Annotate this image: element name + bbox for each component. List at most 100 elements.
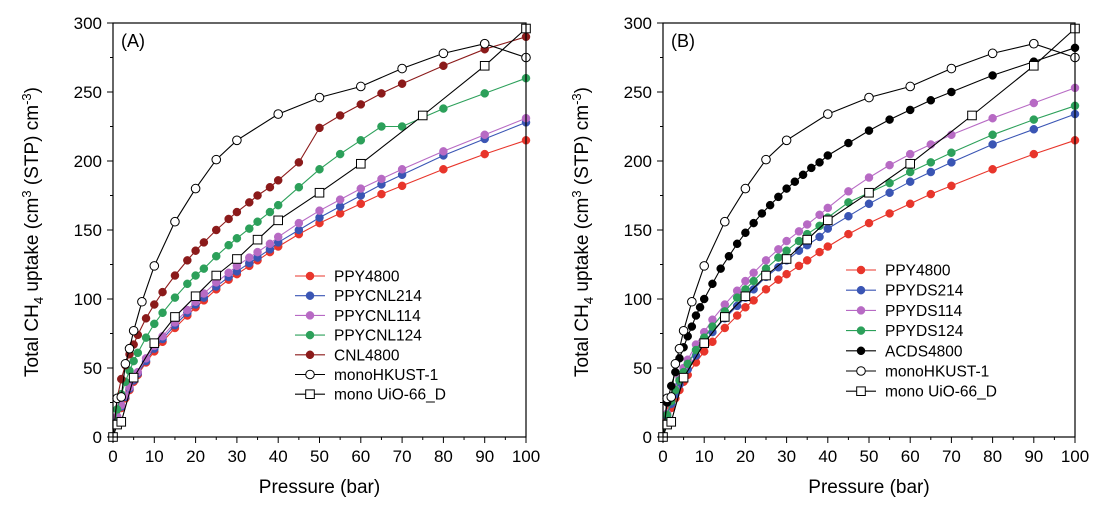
y-axis-label-superscript: -3 xyxy=(19,93,34,105)
data-point-ppyds214 xyxy=(947,158,956,167)
data-point-ppycnl124 xyxy=(183,279,192,289)
data-point-ppyds114 xyxy=(782,236,791,246)
data-point-acds4800 xyxy=(691,311,701,320)
series-ppycnl124 xyxy=(108,73,531,442)
data-point-ppyds214 xyxy=(905,177,915,186)
legend-item-monohkust-1: monoHKUST-1 xyxy=(846,364,989,381)
data-point-ppyds114 xyxy=(761,256,771,265)
data-point-acds4800 xyxy=(774,192,783,202)
y-tick-label: 50 xyxy=(83,359,102,378)
data-point-cnl4800 xyxy=(245,198,254,207)
legend-label: PPY4800 xyxy=(334,269,400,286)
series-ppy4800 xyxy=(658,136,1080,442)
data-point-monohkust-1 xyxy=(232,135,242,146)
series-mono-uio-66-d xyxy=(658,23,1080,442)
data-point-ppycnl124 xyxy=(315,165,324,174)
data-point-acds4800 xyxy=(807,163,816,173)
data-point-cnl4800 xyxy=(199,238,209,247)
data-point-ppycnl114 xyxy=(253,247,262,257)
data-point-ppycnl124 xyxy=(191,271,200,280)
series-mono-uio-66-d xyxy=(108,23,531,442)
legend-item-ppycnl124: PPYCNL124 xyxy=(295,328,422,345)
legend-item-monohkust-1: monoHKUST-1 xyxy=(295,367,438,384)
y-tick-label: 200 xyxy=(624,152,652,171)
series-ppyds114 xyxy=(658,83,1080,442)
data-point-ppyds214 xyxy=(732,301,742,311)
data-point-mono-uio-66-d xyxy=(905,158,916,169)
data-point-ppycnl124 xyxy=(141,333,151,342)
legend-marker xyxy=(856,346,866,356)
legend-item-ppy4800: PPY4800 xyxy=(846,263,951,280)
data-point-mono-uio-66-d xyxy=(417,110,428,121)
y-axis-label-superscript: -3 xyxy=(569,93,584,105)
data-point-mono-uio-66-d xyxy=(116,417,127,427)
data-point-ppycnl124 xyxy=(224,240,233,250)
data-point-monohkust-1 xyxy=(1029,38,1039,49)
series-monohkust-1 xyxy=(658,38,1080,442)
legend-marker xyxy=(305,389,315,399)
data-point-ppycnl114 xyxy=(439,147,448,156)
data-point-mono-uio-66-d xyxy=(128,372,139,383)
data-point-ppy4800 xyxy=(947,181,956,191)
data-point-ppyds124 xyxy=(749,276,758,286)
x-tick-label: 90 xyxy=(1024,447,1043,466)
x-tick-label: 100 xyxy=(1061,447,1089,466)
data-point-acds4800 xyxy=(749,218,758,228)
x-tick-label: 60 xyxy=(351,447,370,466)
data-point-ppy4800 xyxy=(749,296,758,305)
data-point-ppycnl124 xyxy=(273,200,283,210)
x-tick-label: 60 xyxy=(901,447,920,466)
data-point-acds4800 xyxy=(926,96,936,105)
data-point-cnl4800 xyxy=(224,214,233,224)
data-point-ppy4800 xyxy=(815,247,824,257)
data-point-ppyds114 xyxy=(741,276,750,286)
data-point-mono-uio-66-d xyxy=(864,187,874,198)
legend-marker xyxy=(856,265,866,275)
data-point-ppyds214 xyxy=(1029,125,1039,134)
series-line-ppy4800 xyxy=(662,139,1076,438)
data-point-ppycnl114 xyxy=(294,218,304,228)
data-point-cnl4800 xyxy=(356,100,366,109)
data-point-ppyds214 xyxy=(774,263,783,272)
data-point-ppycnl114 xyxy=(245,253,254,262)
y-tick-label: 150 xyxy=(624,221,652,240)
data-point-monohkust-1 xyxy=(781,135,792,146)
data-point-monohkust-1 xyxy=(190,183,201,194)
legend-marker xyxy=(305,291,315,300)
data-point-ppycnl114 xyxy=(183,305,192,315)
data-point-cnl4800 xyxy=(170,271,180,280)
data-point-acds4800 xyxy=(732,239,742,249)
x-tick-label: 50 xyxy=(310,447,329,466)
data-point-cnl4800 xyxy=(397,79,407,88)
data-point-acds4800 xyxy=(695,303,705,312)
data-point-monohkust-1 xyxy=(170,216,180,227)
data-point-acds4800 xyxy=(905,105,915,115)
x-tick-label: 20 xyxy=(186,447,205,466)
data-point-ppyds114 xyxy=(885,160,894,170)
data-point-ppycnl124 xyxy=(397,122,407,131)
data-point-ppyds124 xyxy=(794,236,804,246)
y-axis-label-part: Total CH xyxy=(572,304,593,377)
legend-item-ppyds214: PPYDS214 xyxy=(846,283,964,300)
legend-label: PPYCNL124 xyxy=(334,328,422,345)
data-point-acds4800 xyxy=(699,294,709,304)
legend-item-ppyds124: PPYDS124 xyxy=(846,323,964,340)
data-point-acds4800 xyxy=(757,209,767,218)
data-point-acds4800 xyxy=(790,177,800,186)
data-point-mono-uio-66-d xyxy=(314,187,325,198)
legend-marker xyxy=(856,366,866,376)
data-point-monohkust-1 xyxy=(438,48,449,59)
data-point-acds4800 xyxy=(947,87,956,97)
y-axis-label-part: ) xyxy=(22,87,43,93)
y-tick-label: 250 xyxy=(74,83,102,102)
x-tick-label: 0 xyxy=(108,447,117,466)
x-tick-label: 10 xyxy=(695,447,714,466)
data-point-acds4800 xyxy=(885,115,894,124)
data-point-acds4800 xyxy=(782,184,791,193)
data-point-ppy4800 xyxy=(885,209,894,218)
data-point-mono-uio-66-d xyxy=(802,234,813,245)
y-axis-label-subscript: 4 xyxy=(31,297,46,304)
data-point-monohkust-1 xyxy=(116,392,127,402)
x-tick-label: 40 xyxy=(269,447,288,466)
